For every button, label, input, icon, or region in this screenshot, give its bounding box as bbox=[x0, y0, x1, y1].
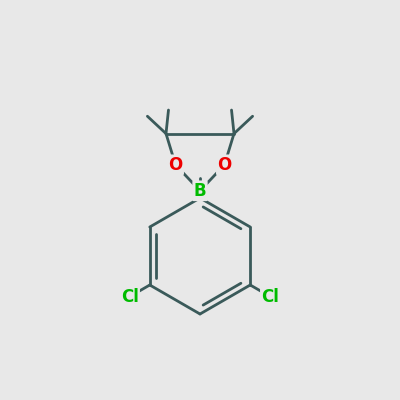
Text: Cl: Cl bbox=[121, 288, 139, 306]
Text: Cl: Cl bbox=[261, 288, 279, 306]
Text: O: O bbox=[168, 156, 183, 174]
Text: O: O bbox=[217, 156, 232, 174]
Text: B: B bbox=[194, 182, 206, 200]
